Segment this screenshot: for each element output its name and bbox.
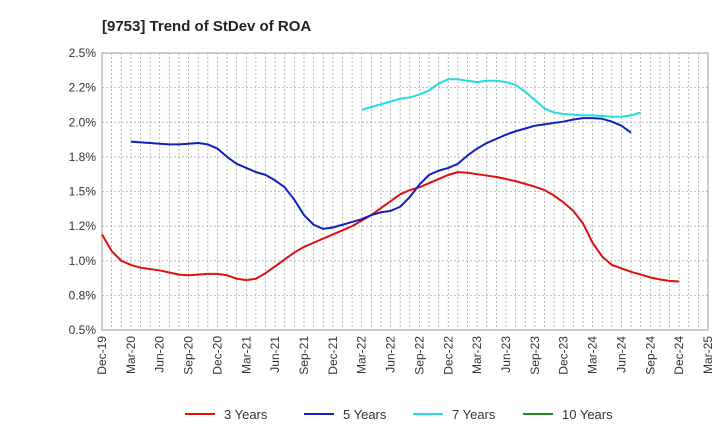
x-tick-label: Sep-21	[297, 336, 311, 375]
series-line-5-years	[130, 117, 632, 230]
x-tick-label: Sep-24	[643, 336, 657, 375]
y-tick-label: 2.0%	[69, 115, 97, 129]
x-tick-label: Mar-22	[355, 336, 369, 374]
chart-title: [9753] Trend of StDev of ROA	[102, 18, 311, 35]
y-tick-label: 0.5%	[69, 323, 97, 337]
legend: 3 Years 5 Years 7 Years 10 Years	[185, 407, 613, 422]
y-tick-label: 0.8%	[69, 288, 97, 302]
y-axis: 0.5% 0.8% 1.0% 1.2% 1.5% 1.8% 2.0% 2.2% 2.5%	[69, 46, 97, 337]
x-tick-label: Sep-20	[182, 336, 196, 375]
legend-label-5-years: 5 Years	[343, 407, 387, 422]
x-axis: Dec-19 Mar-20 Jun-20 Sep-20 Dec-20 Mar-21 Jun-…	[95, 336, 715, 375]
x-tick-label: Dec-19	[95, 336, 109, 375]
x-tick-label: Dec-22	[441, 336, 455, 375]
y-tick-label: 2.2%	[69, 81, 97, 95]
x-tick-label: Dec-24	[672, 336, 686, 375]
y-tick-label: 1.5%	[69, 185, 97, 199]
x-tick-label: Jun-21	[268, 336, 282, 373]
x-tick-label: Jun-24	[614, 336, 628, 373]
x-tick-label: Jun-20	[153, 336, 167, 373]
x-tick-label: Dec-20	[210, 336, 224, 375]
series-lines	[101, 78, 680, 283]
y-tick-label: 2.5%	[69, 46, 97, 60]
x-tick-label: Jun-23	[499, 336, 513, 373]
legend-label-7-years: 7 Years	[452, 407, 496, 422]
x-tick-label: Dec-21	[326, 336, 340, 375]
series-line-7-years	[361, 78, 641, 118]
x-tick-label: Sep-22	[412, 336, 426, 375]
x-tick-label: Jun-22	[384, 336, 398, 373]
legend-label-10-years: 10 Years	[562, 407, 613, 422]
x-tick-label: Mar-25	[701, 336, 715, 374]
y-tick-label: 1.0%	[69, 254, 97, 268]
series-line-3-years	[101, 171, 680, 283]
x-tick-label: Mar-24	[586, 336, 600, 374]
x-tick-label: Mar-21	[239, 336, 253, 374]
legend-label-3-years: 3 Years	[224, 407, 268, 422]
x-tick-label: Mar-23	[470, 336, 484, 374]
x-tick-label: Dec-23	[557, 336, 571, 375]
y-tick-label: 1.8%	[69, 150, 97, 164]
x-tick-label: Mar-20	[124, 336, 138, 374]
x-tick-label: Sep-23	[528, 336, 542, 375]
y-tick-label: 1.2%	[69, 219, 97, 233]
